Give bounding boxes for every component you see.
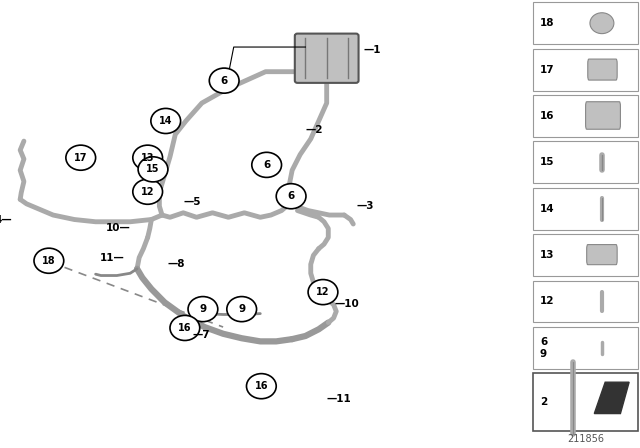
Circle shape bbox=[246, 374, 276, 399]
Circle shape bbox=[138, 157, 168, 182]
Ellipse shape bbox=[590, 13, 614, 34]
Text: —3: —3 bbox=[357, 201, 374, 211]
Bar bbox=[533, 49, 638, 90]
Text: 6: 6 bbox=[287, 191, 295, 201]
Text: —1: —1 bbox=[364, 45, 381, 55]
Text: —7: —7 bbox=[192, 330, 210, 340]
Text: 12: 12 bbox=[141, 187, 154, 197]
Text: 18: 18 bbox=[42, 256, 56, 266]
FancyBboxPatch shape bbox=[588, 59, 617, 80]
Text: 6
9: 6 9 bbox=[540, 337, 547, 359]
FancyBboxPatch shape bbox=[587, 245, 617, 265]
Circle shape bbox=[151, 108, 180, 134]
Text: 16: 16 bbox=[178, 323, 191, 333]
Text: 6: 6 bbox=[221, 76, 228, 86]
Text: 14: 14 bbox=[540, 204, 554, 214]
Text: —11: —11 bbox=[326, 394, 351, 404]
Text: 12: 12 bbox=[540, 297, 554, 306]
Bar bbox=[533, 327, 638, 369]
Text: 18: 18 bbox=[540, 18, 554, 28]
Bar bbox=[533, 95, 638, 137]
Bar bbox=[533, 188, 638, 230]
Text: 10—: 10— bbox=[106, 224, 130, 233]
Text: 17: 17 bbox=[74, 153, 88, 163]
Circle shape bbox=[188, 297, 218, 322]
Circle shape bbox=[133, 145, 163, 170]
Text: 2: 2 bbox=[540, 397, 547, 407]
Bar bbox=[533, 280, 638, 323]
Text: 14: 14 bbox=[159, 116, 173, 126]
FancyBboxPatch shape bbox=[295, 34, 358, 83]
Circle shape bbox=[276, 184, 306, 209]
Text: 9: 9 bbox=[238, 304, 245, 314]
Bar bbox=[533, 234, 638, 276]
Circle shape bbox=[252, 152, 282, 177]
Circle shape bbox=[170, 315, 200, 340]
Text: 15: 15 bbox=[146, 164, 160, 174]
Text: 15: 15 bbox=[540, 157, 554, 168]
Bar bbox=[533, 373, 638, 431]
Text: 17: 17 bbox=[540, 65, 554, 74]
Text: —5: —5 bbox=[183, 198, 201, 207]
Text: 211856: 211856 bbox=[567, 435, 604, 444]
Text: 13: 13 bbox=[141, 153, 154, 163]
Text: 6: 6 bbox=[263, 160, 270, 170]
Text: —2: —2 bbox=[305, 125, 323, 135]
Text: 16: 16 bbox=[540, 111, 554, 121]
Text: 12: 12 bbox=[316, 287, 330, 297]
Text: —8: —8 bbox=[167, 259, 185, 269]
FancyBboxPatch shape bbox=[586, 102, 620, 129]
Circle shape bbox=[133, 179, 163, 204]
Polygon shape bbox=[595, 382, 629, 414]
Text: —10: —10 bbox=[335, 299, 360, 309]
Text: 16: 16 bbox=[255, 381, 268, 391]
Text: 11—: 11— bbox=[100, 253, 125, 263]
Circle shape bbox=[209, 68, 239, 93]
Text: 9: 9 bbox=[199, 304, 207, 314]
Bar bbox=[533, 142, 638, 183]
Text: 4—: 4— bbox=[0, 215, 12, 225]
Bar bbox=[533, 2, 638, 44]
Circle shape bbox=[34, 248, 64, 273]
Circle shape bbox=[308, 280, 338, 305]
Text: 13: 13 bbox=[540, 250, 554, 260]
Circle shape bbox=[66, 145, 95, 170]
Circle shape bbox=[227, 297, 257, 322]
